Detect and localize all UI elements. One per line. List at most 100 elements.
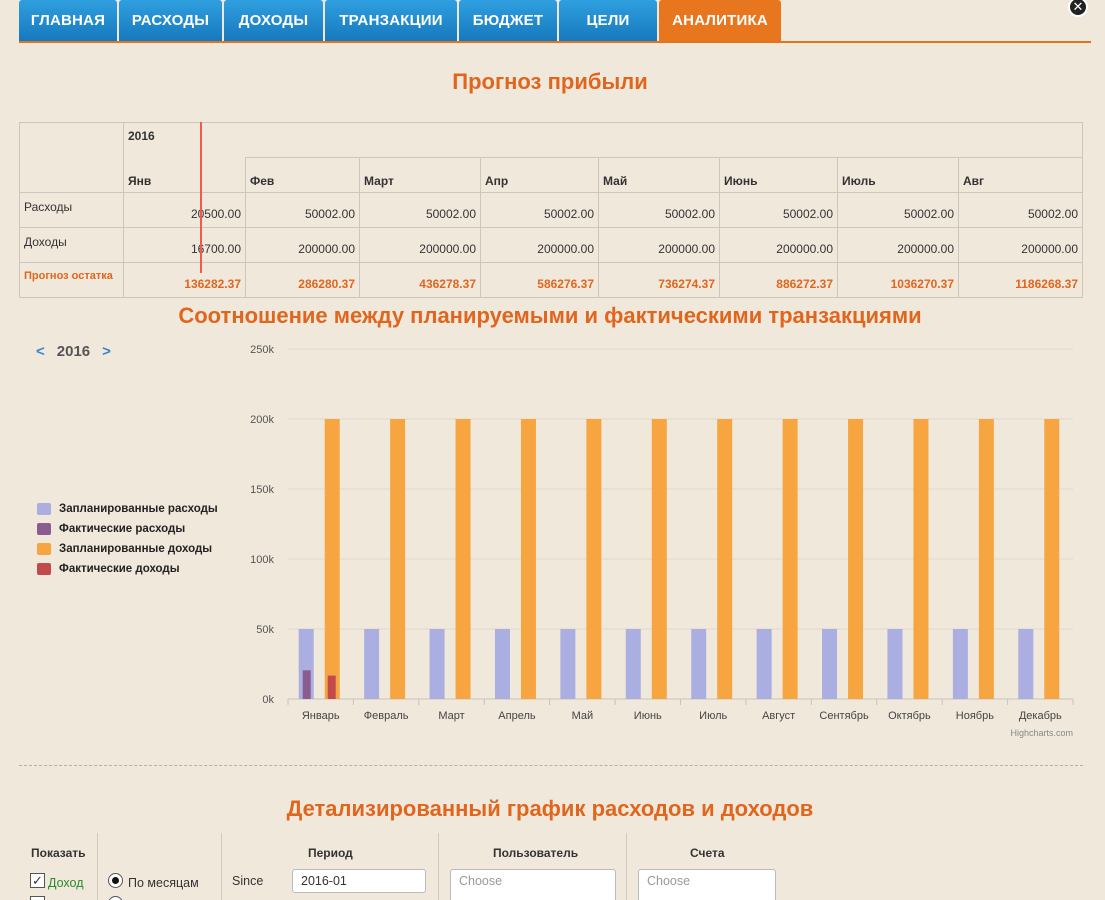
x-tick-label: Июль <box>699 710 727 722</box>
income-cell: 200000.00 <box>598 227 720 263</box>
balance-cell: 136282.37 <box>123 262 246 298</box>
next-year-icon[interactable]: > <box>102 343 111 360</box>
row-label: Прогноз остатка <box>19 262 124 298</box>
expense-cell: 50002.00 <box>719 192 838 228</box>
year-label: 2016 <box>56 343 91 360</box>
expense-cell: 50002.00 <box>598 192 720 228</box>
tab-home[interactable]: ГЛАВНАЯ <box>19 0 117 41</box>
details-filters: Показать ✓ Доход По месяцам Since Период… <box>19 833 1083 900</box>
bar-planned-income <box>455 419 471 699</box>
row-label: Расходы <box>19 192 124 228</box>
section-divider <box>19 765 1083 766</box>
expense-cell: 50002.00 <box>245 192 360 228</box>
balance-cell: 586276.37 <box>480 262 599 298</box>
tab-income[interactable]: ДОХОДЫ <box>224 0 323 41</box>
bar-planned-income <box>1044 419 1060 699</box>
since-label: Since <box>232 874 264 888</box>
prev-year-icon[interactable]: < <box>36 343 45 360</box>
x-tick-label: Ноябрь <box>956 710 994 722</box>
bar-planned-income <box>913 419 929 699</box>
accounts-label: Счета <box>690 846 725 860</box>
month-header: Фев <box>245 157 360 193</box>
close-icon[interactable]: ✕ <box>1068 0 1088 17</box>
year-navigator: < 2016 > <box>36 343 111 360</box>
by-period-radio[interactable] <box>108 896 123 900</box>
comparison-title: Соотношение между планируемыми и фактиче… <box>178 303 922 328</box>
period-label: Период <box>308 846 353 860</box>
y-tick-label: 100k <box>250 554 274 566</box>
bar-planned-expense <box>756 628 772 699</box>
expense-cell: 50002.00 <box>837 192 959 228</box>
income-cell: 200000.00 <box>245 227 360 263</box>
expense-checkbox[interactable] <box>30 896 45 900</box>
chart-legend: Запланированные расходы Фактические расх… <box>37 499 218 579</box>
tab-goals[interactable]: ЦЕЛИ <box>559 0 657 41</box>
expense-cell: 20500.00 <box>123 192 246 228</box>
legend-item[interactable]: Запланированные доходы <box>37 539 218 559</box>
forecast-month-row: Янв Фев Март Апр Май Июнь Июль Авг <box>20 157 1083 193</box>
period-input[interactable]: 2016-01 <box>292 869 426 893</box>
expense-cell: 50002.00 <box>958 192 1083 228</box>
month-header: Март <box>359 157 481 193</box>
x-tick-label: Июнь <box>634 710 662 722</box>
by-month-radio[interactable] <box>108 873 123 888</box>
bar-planned-expense <box>952 628 968 699</box>
y-tick-label: 0k <box>262 694 274 706</box>
y-tick-label: 200k <box>250 414 274 426</box>
year-label: 2016 <box>123 122 246 158</box>
month-header: Май <box>598 157 720 193</box>
tab-analytics[interactable]: АНАЛИТИКА <box>659 0 781 41</box>
legend-item[interactable]: Запланированные расходы <box>37 499 218 519</box>
bar-planned-expense <box>822 628 838 699</box>
x-tick-label: Январь <box>302 710 340 722</box>
x-tick-label: Сентябрь <box>819 710 869 722</box>
legend-swatch <box>37 523 51 535</box>
balance-cell: 1036270.37 <box>837 262 959 298</box>
bar-actual-expense <box>302 670 311 699</box>
income-checkbox-label: Доход <box>48 876 84 890</box>
legend-label: Фактические доходы <box>59 563 180 575</box>
income-checkbox[interactable]: ✓ <box>30 873 45 888</box>
balance-row: Прогноз остатка 136282.37 286280.37 4362… <box>19 262 1083 298</box>
x-tick-label: Февраль <box>364 710 409 722</box>
tab-transactions[interactable]: ТРАНЗАКЦИИ <box>325 0 457 41</box>
legend-swatch <box>37 563 51 575</box>
y-tick-label: 250k <box>250 344 274 356</box>
header-spacer <box>245 122 1083 158</box>
expense-cell: 50002.00 <box>359 192 481 228</box>
x-tick-label: Август <box>762 710 795 722</box>
bar-planned-expense <box>887 628 903 699</box>
user-select[interactable]: Choose <box>450 869 616 900</box>
show-label: Показать <box>31 846 86 860</box>
forecast-table: 2016 Янв Фев Март Апр Май Июнь Июль Авг … <box>19 122 1083 298</box>
expense-cell: 50002.00 <box>480 192 599 228</box>
x-tick-label: Март <box>438 710 464 722</box>
forecast-title: Прогноз прибыли <box>452 69 648 94</box>
legend-item[interactable]: Фактические расходы <box>37 519 218 539</box>
forecast-header-row: 2016 <box>19 122 1083 193</box>
legend-item[interactable]: Фактические доходы <box>37 559 218 579</box>
month-header: Янв <box>123 157 246 193</box>
bar-planned-income <box>651 419 667 699</box>
month-header: Июнь <box>719 157 838 193</box>
bar-planned-expense <box>429 628 445 699</box>
column-separator <box>97 833 98 900</box>
month-header: Авг <box>958 157 1083 193</box>
income-cell: 200000.00 <box>719 227 838 263</box>
row-label: Доходы <box>19 227 124 263</box>
tab-expenses[interactable]: РАСХОДЫ <box>119 0 222 41</box>
tab-budget[interactable]: БЮДЖЕТ <box>459 0 557 41</box>
x-tick-label: Октябрь <box>888 710 931 722</box>
details-title: Детализированный график расходов и доход… <box>286 796 814 821</box>
bar-planned-income <box>848 419 864 699</box>
accounts-select[interactable]: Choose <box>638 869 776 900</box>
main-tabs: ГЛАВНАЯ РАСХОДЫ ДОХОДЫ ТРАНЗАКЦИИ БЮДЖЕТ… <box>19 0 1091 43</box>
income-row: Доходы 16700.00 200000.00 200000.00 2000… <box>19 227 1083 263</box>
bar-planned-expense <box>1018 628 1034 699</box>
bar-planned-expense <box>364 628 380 699</box>
income-cell: 16700.00 <box>123 227 246 263</box>
bar-planned-income <box>717 419 733 699</box>
column-separator <box>221 833 222 900</box>
bar-planned-income <box>978 419 994 699</box>
bar-planned-income <box>390 419 406 699</box>
